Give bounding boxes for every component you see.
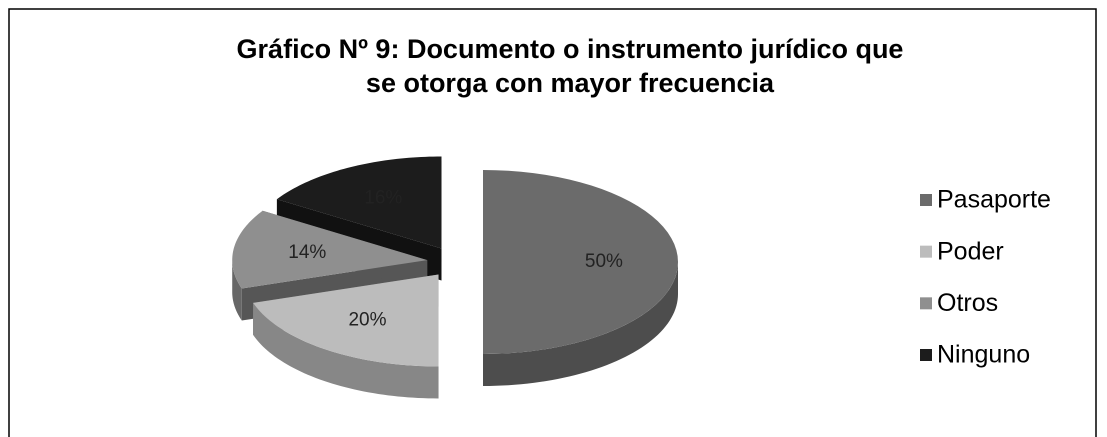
legend-swatch (920, 349, 932, 361)
chart-border (8, 8, 1097, 437)
legend-label: Ninguno (937, 341, 1030, 369)
slice-top (232, 210, 428, 289)
legend-swatch (920, 297, 932, 310)
legend-label: Poder (937, 237, 1004, 265)
legend-swatch (920, 245, 932, 258)
pie-slice (483, 170, 678, 386)
slice-top (276, 156, 442, 249)
pie-slice (253, 274, 439, 399)
slice-top (483, 170, 678, 354)
slice-top (253, 274, 439, 367)
slice-side (483, 262, 678, 386)
slice-side (232, 260, 242, 321)
chart-title: Gráfico Nº 9: Documento o instrumento ju… (236, 34, 904, 98)
data-label: 16% (364, 188, 402, 209)
slice-side (253, 302, 439, 399)
data-label: 14% (288, 242, 326, 263)
legend-label: Pasaporte (937, 186, 1051, 214)
legend-swatch (920, 194, 932, 206)
data-label: 50% (585, 251, 623, 272)
legend-label: Otros (937, 289, 998, 317)
data-label: 20% (348, 310, 386, 331)
